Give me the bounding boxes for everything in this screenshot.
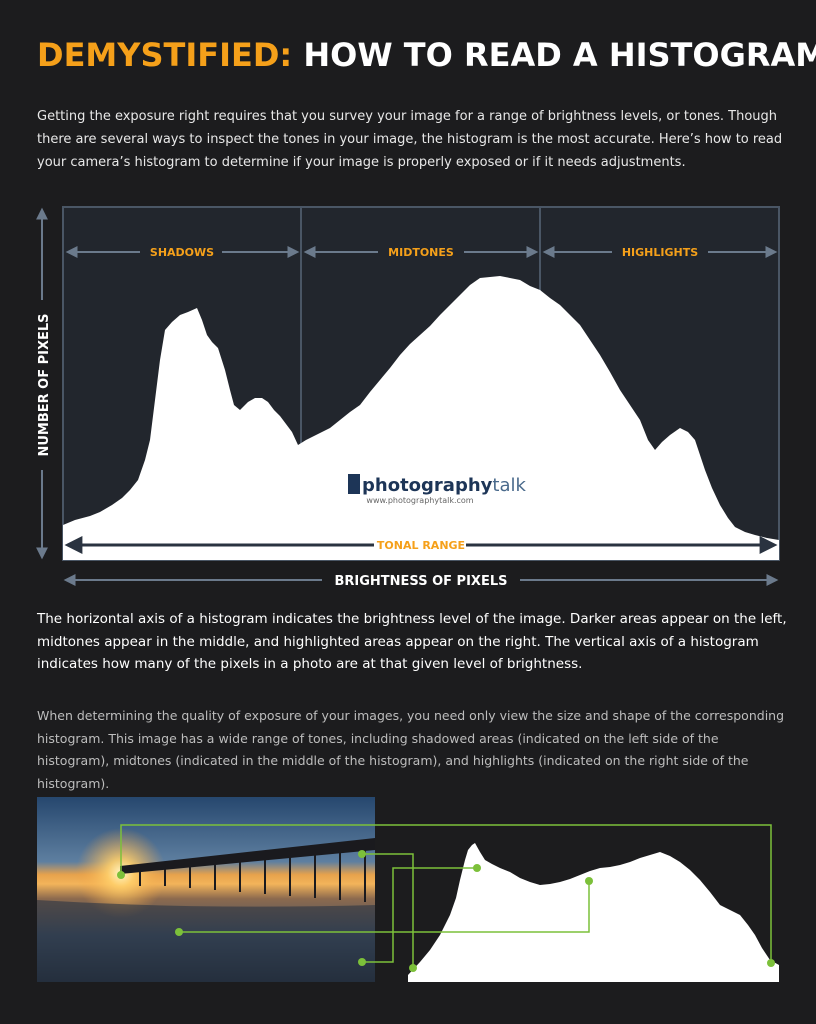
logo-name: talk bbox=[492, 475, 526, 496]
histogram-shape bbox=[63, 276, 779, 560]
paragraph: When determining the quality of exposure… bbox=[37, 708, 785, 791]
range-label: TONAL RANGE bbox=[377, 539, 465, 552]
title-text: HOW TO READ A HISTOGRAM bbox=[303, 36, 816, 74]
y-axis-label: NUMBER OF PIXELS bbox=[37, 313, 52, 456]
intro: Getting the exposure right requires that… bbox=[37, 109, 783, 170]
paragraph: The horizontal axis of a histogram indic… bbox=[37, 611, 787, 672]
logo-icon bbox=[348, 474, 360, 494]
logo: photographytalk bbox=[362, 475, 526, 496]
connector-dots bbox=[117, 850, 775, 972]
title: DEMYSTIFIED: HOW TO READ A HISTOGRAM bbox=[37, 36, 816, 74]
x-axis-label: BRIGHTNESS OF PIXELS bbox=[335, 574, 508, 589]
logo-url: www.photographytalk.com bbox=[366, 496, 473, 505]
connector-lines bbox=[120, 824, 772, 968]
logo-name: photography bbox=[362, 475, 493, 496]
zone-label: HIGHLIGHTS bbox=[622, 246, 698, 259]
small-histogram bbox=[408, 843, 779, 982]
zone-label: MIDTONES bbox=[388, 246, 454, 259]
title-highlight: DEMYSTIFIED: bbox=[37, 36, 293, 74]
zone-label: SHADOWS bbox=[150, 246, 214, 259]
